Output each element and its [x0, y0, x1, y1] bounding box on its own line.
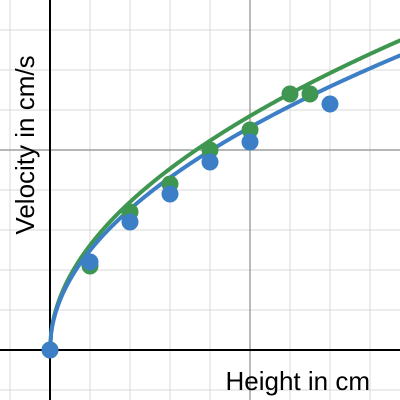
data-point: [41, 341, 59, 359]
data-point: [241, 133, 259, 151]
data-point: [321, 95, 339, 113]
data-point: [121, 213, 139, 231]
y-axis-title: Velocity in cm/s: [10, 55, 40, 234]
fit-curve: [48, 38, 400, 352]
x-axis-title: Height in cm: [226, 366, 371, 396]
data-point: [281, 85, 299, 103]
data-points: [41, 85, 339, 359]
fit-curve: [48, 53, 400, 352]
data-point: [301, 85, 319, 103]
data-point: [81, 253, 99, 271]
data-point: [241, 121, 259, 139]
fit-curves: [48, 38, 400, 352]
data-point: [161, 185, 179, 203]
data-point: [201, 141, 219, 159]
data-point: [201, 153, 219, 171]
